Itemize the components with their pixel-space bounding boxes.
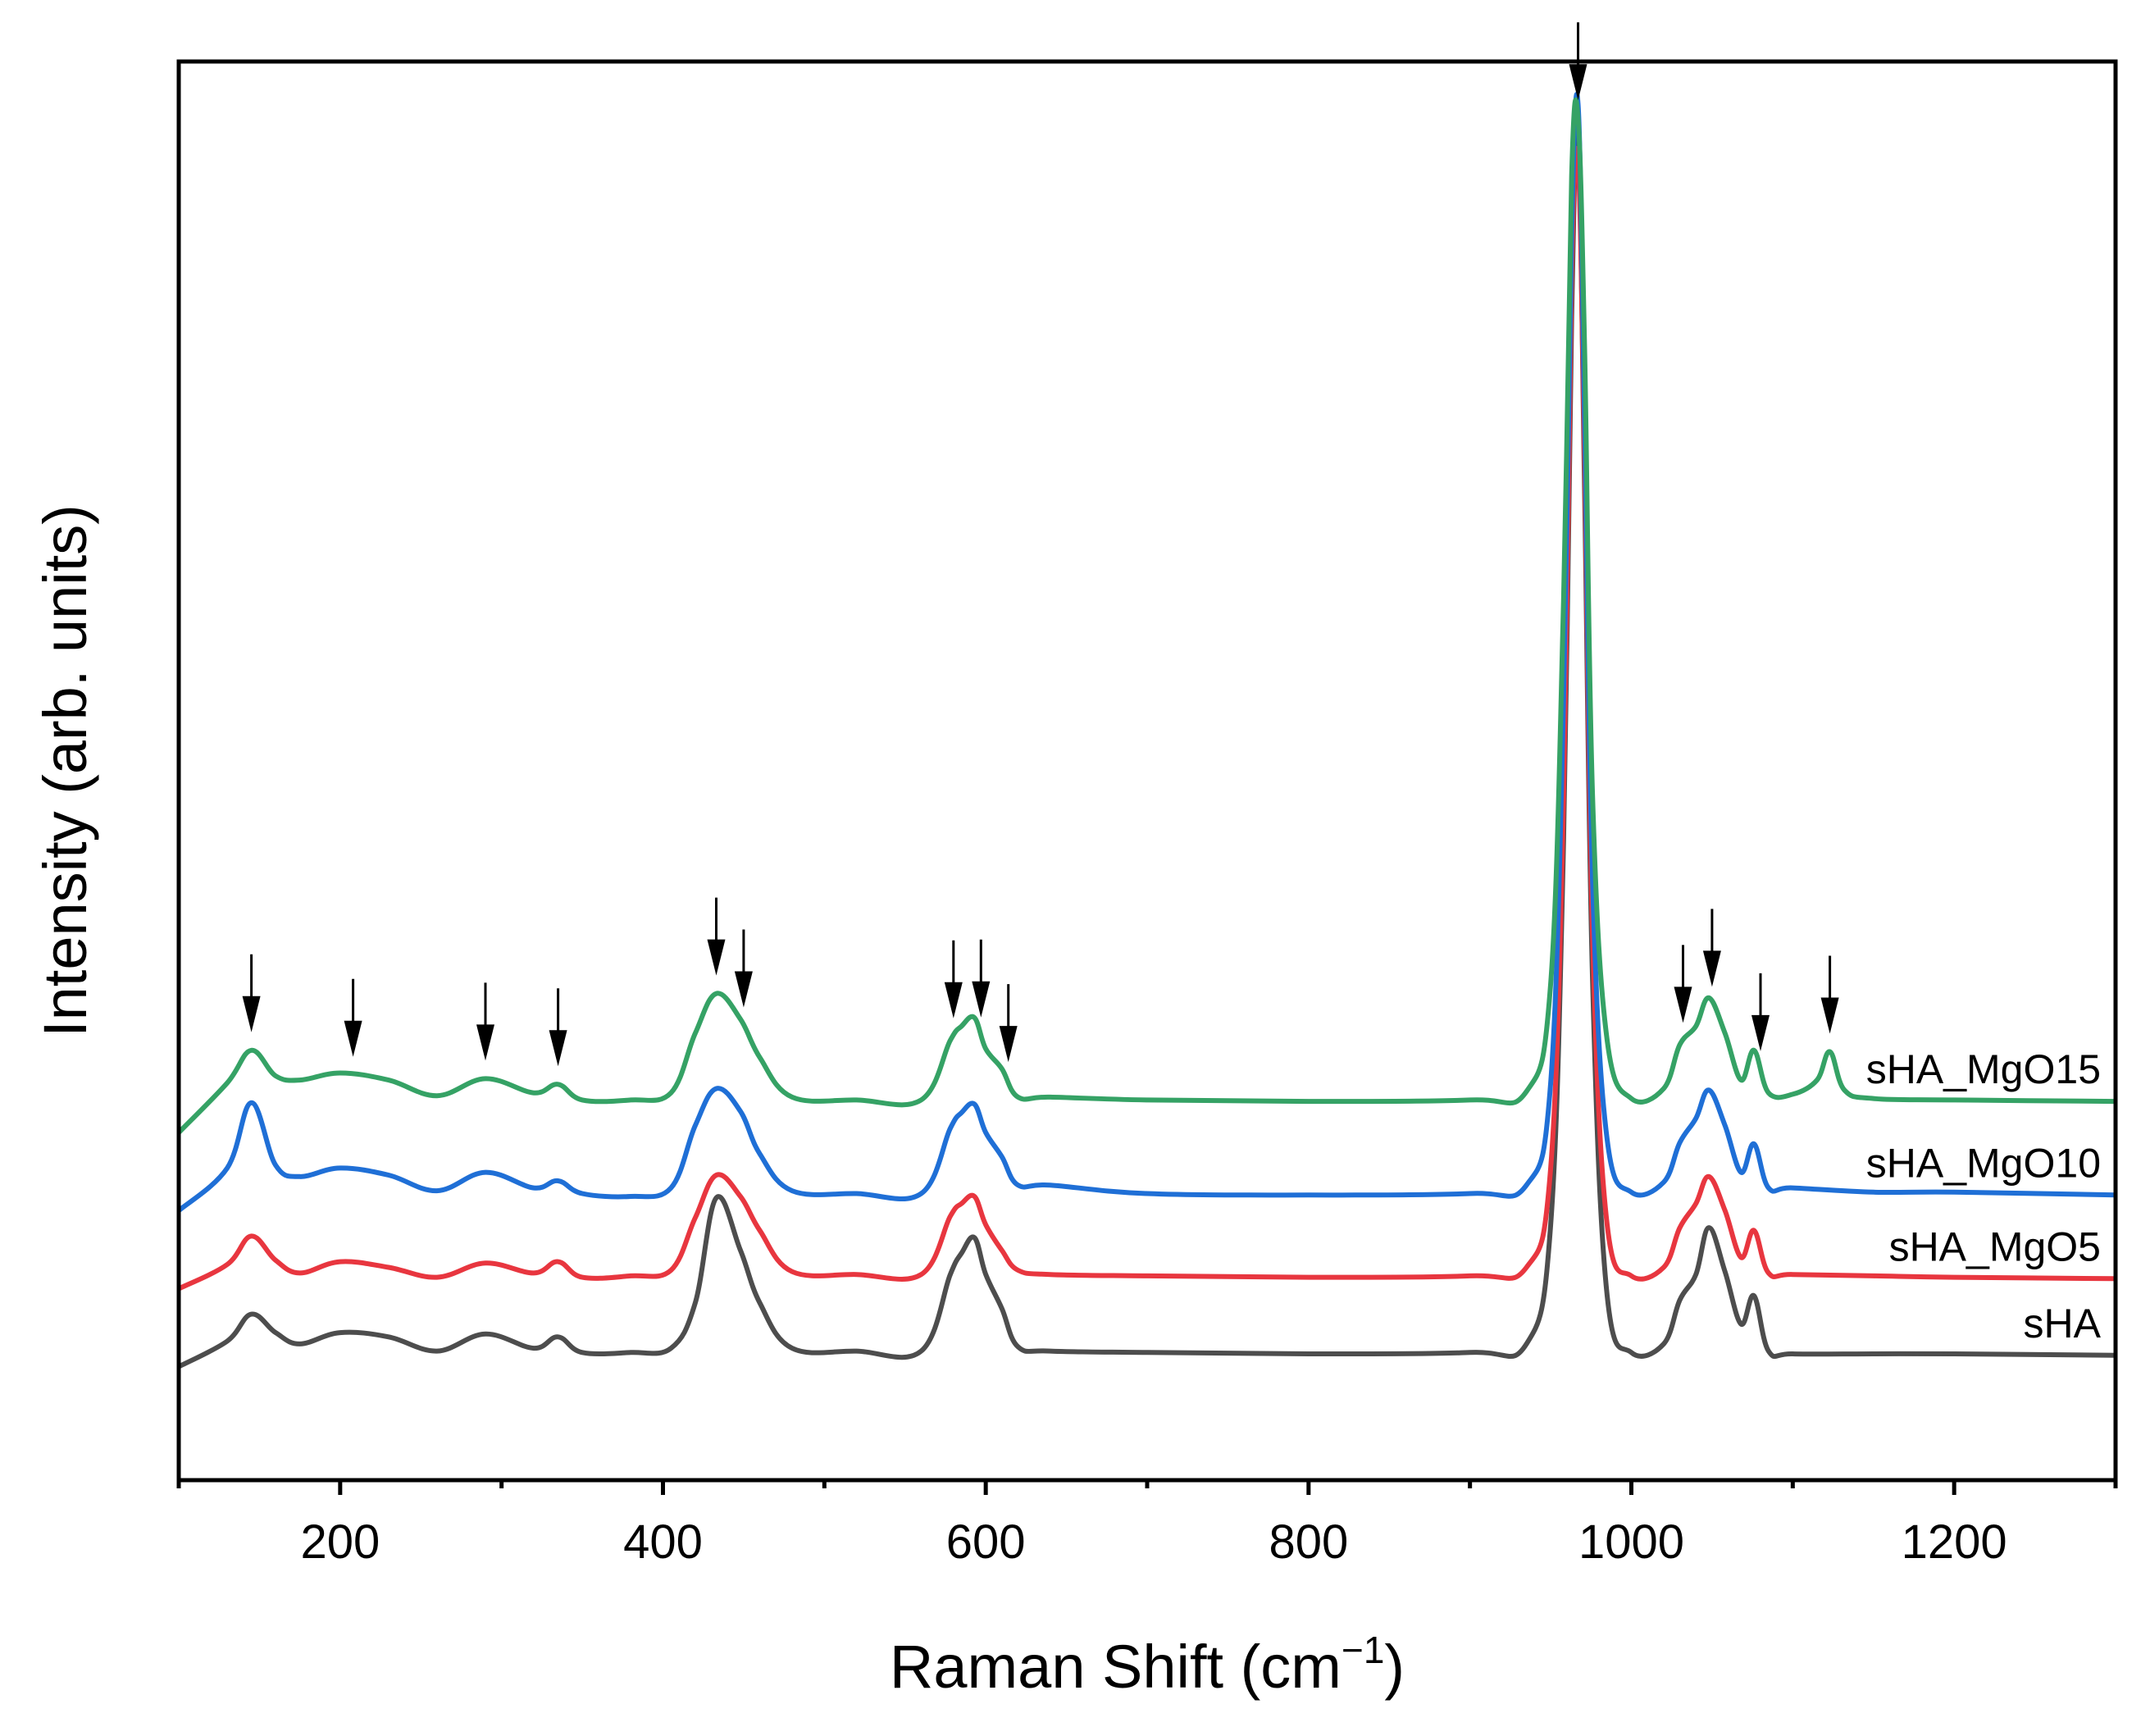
peak-arrow (999, 984, 1018, 1063)
series-label-sha-mgo15: sHA_MgO15 (1866, 1046, 2101, 1092)
peak-arrow (242, 954, 261, 1032)
x-tick-label: 600 (946, 1515, 1026, 1569)
peak-arrow (1674, 945, 1692, 1023)
series-line-sha-mgo5 (179, 146, 2116, 1292)
peak-arrow (1569, 22, 1587, 101)
peak-arrow (344, 978, 362, 1057)
series-labels: sHA sHA_MgO5 sHA_MgO10 sHA_MgO15 (1866, 1046, 2102, 1346)
x-tick-label: 1000 (1578, 1515, 1684, 1569)
peak-arrows (242, 22, 1839, 1067)
x-tick-label: 200 (300, 1515, 380, 1569)
series-group (179, 92, 2116, 1369)
peak-arrow (734, 929, 753, 1008)
peak-arrow (1820, 955, 1839, 1034)
x-tick-label: 1200 (1902, 1515, 2007, 1569)
series-label-sha-mgo5: sHA_MgO5 (1889, 1223, 2101, 1269)
series-label-sha: sHA (2024, 1301, 2102, 1346)
series-label-sha-mgo10: sHA_MgO10 (1866, 1140, 2101, 1186)
x-axis-tick-labels: 200 400 600 800 1000 1200 (300, 1515, 2007, 1569)
series-line-sha (179, 116, 2116, 1369)
peak-arrow (476, 982, 494, 1061)
peak-arrow (707, 897, 726, 976)
peak-arrow (972, 939, 991, 1018)
series-line-sha-mgo15 (179, 97, 2116, 1136)
x-tick-label: 400 (623, 1515, 703, 1569)
peak-arrow (549, 988, 567, 1067)
y-axis-title: Intensity (arb. units) (31, 504, 99, 1037)
x-axis-ticks (176, 1480, 2118, 1495)
peak-arrow (944, 940, 963, 1018)
peak-arrow (1751, 973, 1770, 1051)
x-tick-label: 800 (1269, 1515, 1348, 1569)
peak-arrow (1702, 909, 1721, 987)
series-line-sha-mgo10 (179, 92, 2116, 1214)
x-axis-title: Raman Shift (cm−1) (890, 1629, 1405, 1701)
